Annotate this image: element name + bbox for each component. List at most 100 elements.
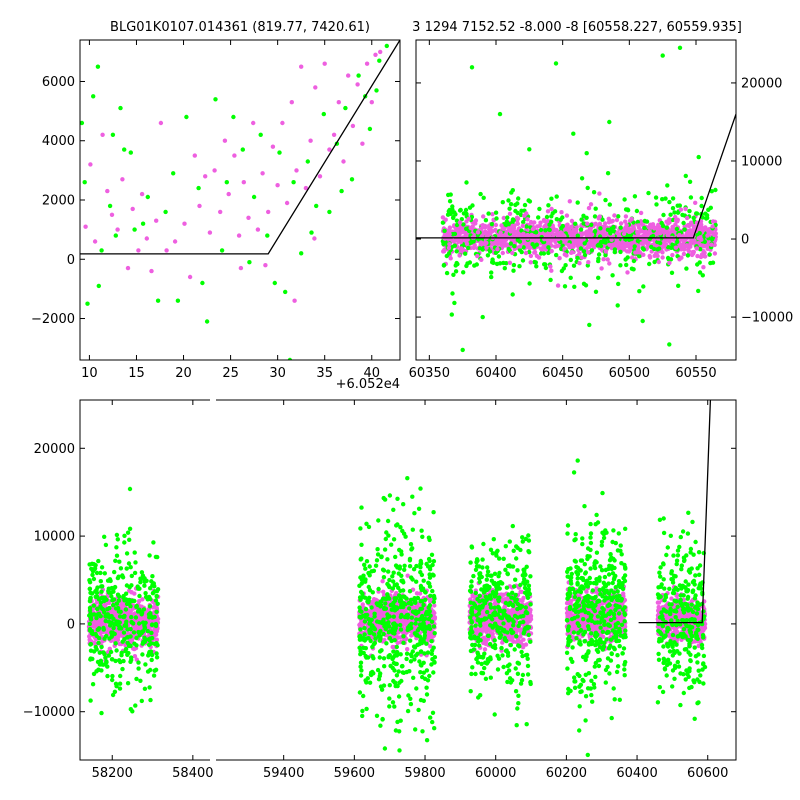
data-point-series-a — [171, 171, 176, 176]
data-point-series-b — [528, 260, 533, 265]
data-point-series-a — [430, 572, 435, 577]
data-point-series-a — [122, 613, 127, 619]
data-point-series-b — [596, 229, 601, 235]
data-point-series-a — [367, 564, 372, 569]
data-point-series-a — [519, 208, 524, 213]
data-point-series-a — [464, 211, 469, 217]
data-point-series-b — [520, 223, 526, 228]
data-point-series-a — [563, 263, 568, 268]
data-point-series-a — [381, 683, 387, 688]
data-point-series-a — [129, 614, 134, 620]
data-point-series-a — [390, 665, 395, 671]
data-point-series-a — [128, 565, 133, 570]
data-point-series-a — [707, 252, 712, 257]
data-point-series-a — [493, 250, 499, 255]
data-point-series-a — [450, 291, 455, 296]
data-point-series-a — [603, 240, 608, 245]
data-point-series-a — [395, 683, 400, 689]
data-point-series-b — [313, 85, 318, 90]
data-point-series-a — [371, 568, 377, 573]
data-point-series-a — [138, 580, 143, 585]
x-tick-label: 35 — [316, 366, 333, 381]
data-point-series-a — [366, 524, 372, 530]
data-point-series-b — [503, 237, 509, 242]
data-point-series-a — [123, 621, 129, 627]
data-point-series-a — [97, 650, 103, 655]
data-point-series-a — [423, 612, 429, 617]
data-point-series-a — [559, 246, 564, 252]
data-point-series-b — [207, 230, 213, 235]
data-point-series-a — [93, 644, 99, 650]
data-point-series-b — [549, 268, 554, 273]
data-point-series-a — [430, 588, 435, 594]
data-point-series-b — [692, 238, 697, 243]
x-tick-label: 15 — [128, 366, 145, 381]
data-point-series-a — [126, 643, 132, 649]
data-point-series-a — [116, 598, 122, 603]
panel-top-right: 3 1294 7152.52 -8.000 -8 [60558.227, 605… — [409, 20, 794, 381]
data-point-series-b — [480, 223, 485, 228]
plot-area-2 — [416, 45, 736, 353]
data-point-series-a — [554, 194, 559, 199]
data-point-series-a — [427, 626, 433, 632]
data-point-series-a — [428, 613, 433, 618]
data-point-series-a — [107, 203, 113, 209]
data-point-series-b — [545, 209, 551, 214]
data-point-series-a — [422, 651, 427, 656]
data-point-series-b — [624, 222, 629, 228]
data-point-series-a — [113, 558, 118, 563]
model-line — [80, 40, 400, 255]
data-point-series-a — [428, 593, 433, 598]
data-point-series-b — [623, 219, 628, 224]
data-point-series-a — [412, 511, 417, 516]
data-point-series-a — [111, 597, 117, 602]
data-point-series-a — [517, 247, 523, 253]
data-point-series-a — [627, 237, 632, 242]
data-point-series-b — [442, 236, 448, 241]
data-point-series-a — [377, 58, 382, 63]
data-point-series-a — [142, 583, 147, 588]
data-point-series-a — [464, 180, 469, 185]
data-point-series-a — [408, 659, 414, 664]
data-point-series-a — [247, 260, 252, 265]
data-point-series-a — [381, 575, 387, 580]
data-point-series-a — [358, 648, 363, 654]
data-point-series-a — [390, 574, 395, 579]
data-point-series-b — [597, 191, 602, 196]
data-point-series-a — [130, 709, 135, 714]
data-point-series-a — [359, 505, 364, 510]
data-point-series-b — [507, 260, 513, 265]
data-point-series-b — [498, 230, 503, 235]
data-point-series-a — [532, 259, 537, 265]
data-point-series-a — [409, 575, 414, 580]
data-point-series-a — [150, 574, 155, 579]
data-point-series-a — [371, 642, 376, 647]
model-line — [416, 113, 736, 239]
data-point-series-a — [379, 554, 384, 559]
data-point-series-a — [398, 604, 403, 610]
data-point-series-a — [105, 614, 110, 619]
data-point-series-b — [569, 250, 575, 255]
data-point-series-a — [589, 248, 595, 253]
data-point-series-b — [515, 216, 521, 221]
data-point-series-a — [127, 486, 133, 492]
data-point-series-a — [111, 589, 116, 594]
data-point-series-b — [376, 610, 381, 615]
data-point-series-a — [125, 635, 130, 640]
data-point-series-a — [568, 275, 573, 280]
data-point-series-a — [124, 551, 130, 556]
data-point-series-a — [640, 318, 645, 324]
data-point-series-a — [410, 546, 415, 551]
data-point-series-a — [102, 534, 107, 539]
data-point-series-a — [327, 209, 332, 215]
data-point-series-b — [548, 240, 553, 245]
data-point-series-b — [675, 219, 680, 224]
data-point-series-a — [423, 590, 428, 595]
data-point-series-a — [623, 257, 628, 262]
data-point-series-a — [450, 232, 456, 237]
data-point-series-a — [459, 217, 464, 222]
data-point-series-a — [412, 645, 418, 650]
data-point-series-a — [428, 715, 433, 720]
data-point-series-a — [381, 656, 387, 661]
data-point-series-a — [231, 114, 236, 120]
